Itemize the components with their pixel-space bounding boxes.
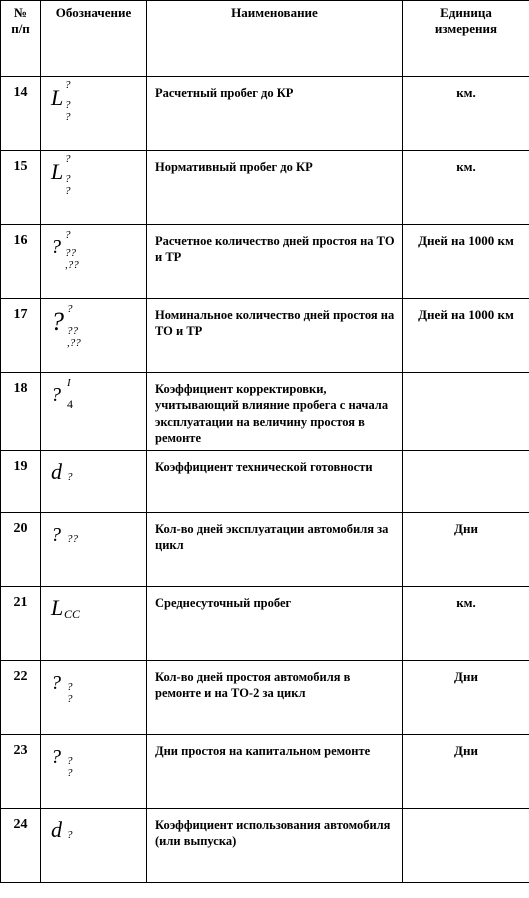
row-desc: Расчетное количество дней простоя на ТО … <box>147 225 403 299</box>
table-row: 22?? ?Кол-во дней простоя автомобиля в р… <box>1 661 529 735</box>
row-desc: Расчетный пробег до КР <box>147 77 403 151</box>
header-row: № п/п Обозначение Наименование Единица и… <box>1 1 529 77</box>
row-num: 24 <box>1 809 41 883</box>
row-notation: L?? ? <box>41 151 147 225</box>
row-unit: Дни <box>403 661 529 735</box>
row-desc: Дни простоя на капитальном ремонте <box>147 735 403 809</box>
row-num: 15 <box>1 151 41 225</box>
row-desc: Коэффициент использования автомобиля (ил… <box>147 809 403 883</box>
row-unit: км. <box>403 77 529 151</box>
table-row: 24d?Коэффициент использования автомобиля… <box>1 809 529 883</box>
row-unit: км. <box>403 151 529 225</box>
parameters-table: № п/п Обозначение Наименование Единица и… <box>0 0 529 883</box>
row-unit <box>403 451 529 513</box>
row-unit: Дни <box>403 513 529 587</box>
row-notation: ???? ,?? <box>41 225 147 299</box>
row-notation: ??? <box>41 513 147 587</box>
row-desc: Кол-во дней эксплуатации автомобиля за ц… <box>147 513 403 587</box>
header-notation: Обозначение <box>41 1 147 77</box>
row-notation: ?? ? <box>41 661 147 735</box>
table-row: 19d?Коэффициент технической готовности <box>1 451 529 513</box>
table-row: 21LCCСреднесуточный пробегкм. <box>1 587 529 661</box>
row-desc: Коэффициент технической готовности <box>147 451 403 513</box>
row-notation: ?? ? <box>41 735 147 809</box>
table-row: 20???Кол-во дней эксплуатации автомобиля… <box>1 513 529 587</box>
row-num: 22 <box>1 661 41 735</box>
row-notation: LCC <box>41 587 147 661</box>
header-unit: Единица измерения <box>403 1 529 77</box>
row-unit: Дней на 1000 км <box>403 299 529 373</box>
row-desc: Среднесуточный пробег <box>147 587 403 661</box>
row-num: 19 <box>1 451 41 513</box>
header-num: № п/п <box>1 1 41 77</box>
row-num: 14 <box>1 77 41 151</box>
row-num: 20 <box>1 513 41 587</box>
row-num: 23 <box>1 735 41 809</box>
row-num: 16 <box>1 225 41 299</box>
row-notation: d? <box>41 809 147 883</box>
row-num: 17 <box>1 299 41 373</box>
row-unit <box>403 809 529 883</box>
table-row: 18?I4Коэффициент корректировки, учитываю… <box>1 373 529 451</box>
table-row: 16???? ,?? Расчетное количество дней про… <box>1 225 529 299</box>
row-num: 18 <box>1 373 41 451</box>
row-notation: ?I4 <box>41 373 147 451</box>
row-unit: Дней на 1000 км <box>403 225 529 299</box>
row-unit: Дни <box>403 735 529 809</box>
row-notation: L?? ? <box>41 77 147 151</box>
row-notation: ???? ,?? <box>41 299 147 373</box>
row-desc: Кол-во дней простоя автомобиля в ремонте… <box>147 661 403 735</box>
table-row: 14L?? ?Расчетный пробег до КРкм. <box>1 77 529 151</box>
row-desc: Номинальное количество дней простоя на Т… <box>147 299 403 373</box>
table-row: 15L?? ?Нормативный пробег до КРкм. <box>1 151 529 225</box>
row-notation: d? <box>41 451 147 513</box>
row-desc: Коэффициент корректировки, учитывающий в… <box>147 373 403 451</box>
row-unit: км. <box>403 587 529 661</box>
header-name: Наименование <box>147 1 403 77</box>
table-row: 23?? ?Дни простоя на капитальном ремонте… <box>1 735 529 809</box>
row-num: 21 <box>1 587 41 661</box>
row-unit <box>403 373 529 451</box>
table-row: 17???? ,??Номинальное количество дней пр… <box>1 299 529 373</box>
row-desc: Нормативный пробег до КР <box>147 151 403 225</box>
